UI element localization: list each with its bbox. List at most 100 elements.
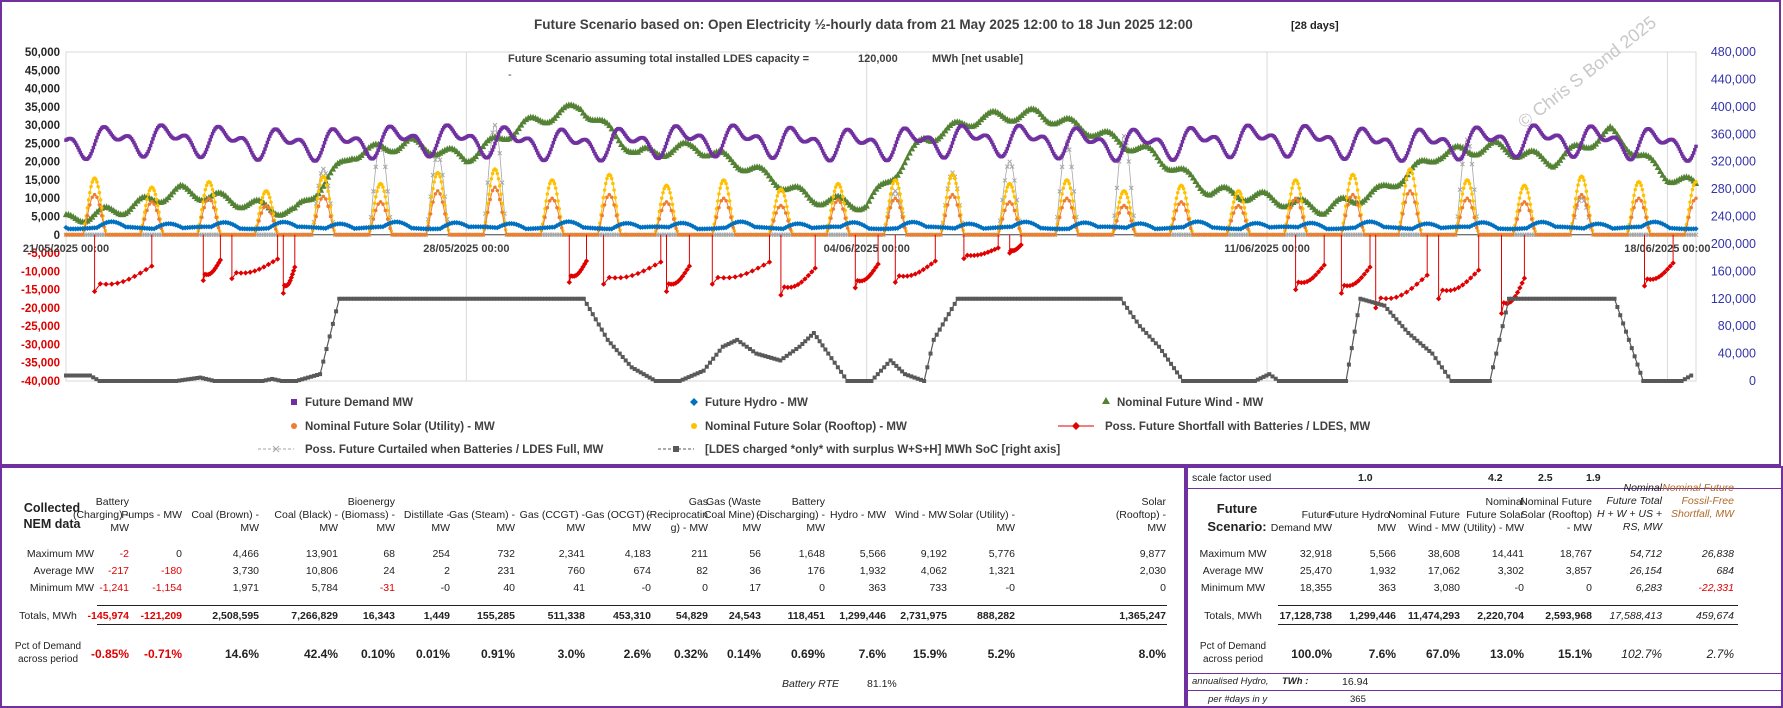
solar-rooftop-series-marker bbox=[724, 181, 728, 186]
solar-utility-series-marker bbox=[726, 205, 731, 210]
solar-rooftop-series-marker bbox=[1528, 202, 1533, 207]
solar-rooftop-series-marker bbox=[1175, 191, 1180, 195]
solar-utility-series-marker bbox=[154, 208, 159, 213]
solar-rooftop-series-marker bbox=[268, 195, 272, 200]
solar-utility-series-marker bbox=[1241, 211, 1245, 215]
solar-rooftop-series-marker bbox=[1125, 195, 1130, 200]
solar-utility-series-marker bbox=[783, 211, 788, 215]
solar-rooftop-series-marker bbox=[1010, 185, 1014, 189]
solar-utility-series-marker bbox=[950, 192, 955, 197]
solar-rooftop-series-marker bbox=[838, 185, 843, 189]
solar-rooftop-series-marker bbox=[947, 181, 951, 186]
solar-rooftop-series-marker bbox=[1231, 200, 1236, 204]
solar-rooftop-series-marker bbox=[382, 189, 386, 193]
curtailed-series-marker bbox=[1066, 147, 1072, 152]
solar-utility-series-marker bbox=[1298, 205, 1303, 210]
solar-rooftop-series-marker bbox=[725, 186, 730, 190]
solar-rooftop-series-marker bbox=[487, 192, 491, 197]
solar-utility-series-marker bbox=[1172, 217, 1176, 221]
solar-rooftop-series-marker bbox=[783, 199, 788, 203]
left-axis-tick-label: 10,000 bbox=[25, 193, 60, 205]
plot-area bbox=[65, 51, 1697, 382]
demand-series-marker bbox=[152, 133, 156, 138]
curtailed-series-marker bbox=[1693, 232, 1699, 238]
solar-utility-series-marker bbox=[1405, 192, 1410, 196]
solar-rooftop-series-marker bbox=[658, 202, 663, 207]
curtailed-series bbox=[63, 122, 1699, 238]
left-axis-tick-label: 20,000 bbox=[25, 157, 60, 169]
solar-rooftop-series-marker bbox=[1003, 194, 1007, 199]
solar-rooftop-series-marker bbox=[1527, 196, 1531, 200]
solar-rooftop-series-marker bbox=[1297, 186, 1301, 190]
solar-utility-series-marker bbox=[1186, 217, 1191, 221]
solar-rooftop-series-marker bbox=[727, 199, 732, 203]
curtailed-series-marker bbox=[895, 191, 901, 197]
solar-rooftop-series-marker bbox=[1184, 196, 1188, 200]
solar-rooftop-series-marker bbox=[152, 188, 156, 193]
solar-utility-series-marker bbox=[838, 200, 843, 205]
solar-utility-series-marker bbox=[843, 216, 848, 221]
solar-utility-series-marker bbox=[366, 233, 371, 237]
solar-utility-series-marker bbox=[1296, 198, 1300, 203]
solar-rooftop-series-marker bbox=[430, 194, 434, 199]
solar-utility-series-marker bbox=[1351, 192, 1355, 197]
solar-rooftop-series-marker bbox=[439, 180, 444, 184]
solar-rooftop-series-marker bbox=[1185, 202, 1189, 207]
solar-rooftop-series-marker bbox=[1117, 200, 1122, 204]
solar-utility-series-marker bbox=[557, 215, 562, 220]
curtailed-series-marker bbox=[1457, 187, 1463, 192]
solar-utility-series-marker bbox=[80, 233, 85, 237]
right-axis-tick-label: 280,000 bbox=[1711, 182, 1756, 196]
curtailed-series-marker bbox=[1004, 164, 1010, 169]
solar-rooftop-series-marker bbox=[490, 171, 495, 176]
solar-rooftop-series-marker bbox=[1061, 186, 1066, 190]
solar-utility-series-marker bbox=[1584, 203, 1589, 207]
left-axis-tick-label: -5,000 bbox=[27, 248, 60, 260]
solar-rooftop-series-marker bbox=[954, 181, 958, 186]
solar-utility-series-marker bbox=[1343, 213, 1348, 218]
solar-utility-series-marker bbox=[1229, 219, 1234, 223]
solar-utility-series-marker bbox=[195, 233, 199, 237]
x-axis-tick-label: 28/05/2025 00:00 bbox=[423, 243, 509, 255]
solar-rooftop-series-marker bbox=[1573, 197, 1578, 201]
solar-utility-series-marker bbox=[555, 205, 559, 210]
curtailed-series-marker bbox=[1009, 164, 1015, 169]
solar-rooftop-series-marker bbox=[605, 176, 609, 181]
solar-utility-series-marker bbox=[669, 208, 674, 213]
wind-series-marker bbox=[160, 197, 167, 205]
solar-rooftop-series-marker bbox=[488, 184, 492, 188]
solar-rooftop-series-marker bbox=[1584, 189, 1589, 194]
solar-rooftop-series-marker bbox=[96, 184, 100, 189]
solar-utility-series-marker bbox=[209, 198, 214, 203]
solar-rooftop-series-marker bbox=[609, 176, 614, 181]
solar-rooftop-series-marker bbox=[1124, 192, 1129, 196]
solar-rooftop-series-marker bbox=[326, 189, 330, 194]
wind-series-marker bbox=[606, 121, 613, 129]
solar-rooftop-series-marker bbox=[545, 192, 550, 196]
solar-rooftop-series-marker bbox=[1071, 199, 1075, 203]
solar-utility-series-marker bbox=[1355, 203, 1360, 207]
solar-utility-series-marker bbox=[1015, 217, 1019, 221]
wind-series bbox=[65, 104, 1697, 223]
solar-utility-series-marker bbox=[252, 233, 257, 237]
solar-rooftop-series-marker bbox=[1471, 199, 1475, 203]
solar-utility-series-marker bbox=[657, 217, 662, 221]
solar-utility-series-marker bbox=[767, 233, 771, 237]
demand-series-marker bbox=[90, 149, 94, 153]
solar-rooftop-series-marker bbox=[670, 202, 675, 207]
solar-utility-series-marker bbox=[88, 203, 92, 207]
solar-rooftop-series-marker bbox=[1287, 199, 1292, 203]
solar-rooftop-series-marker bbox=[433, 175, 438, 179]
solar-rooftop-series-marker bbox=[1345, 195, 1349, 200]
solar-utility-series-marker bbox=[1460, 205, 1465, 210]
solar-utility-series-marker bbox=[1289, 205, 1293, 210]
solar-utility-series-marker bbox=[1174, 208, 1179, 213]
solar-utility-series-marker bbox=[829, 216, 833, 221]
solar-rooftop-series-marker bbox=[146, 192, 150, 197]
solar-utility-series-marker bbox=[436, 189, 440, 193]
solar-utility-series-marker bbox=[671, 217, 676, 221]
solar-utility-series-marker bbox=[1515, 217, 1520, 221]
hydro-series bbox=[63, 218, 1699, 232]
right-axis-tick-label: 480,000 bbox=[1711, 45, 1756, 59]
solar-utility-series-marker bbox=[1453, 233, 1458, 237]
